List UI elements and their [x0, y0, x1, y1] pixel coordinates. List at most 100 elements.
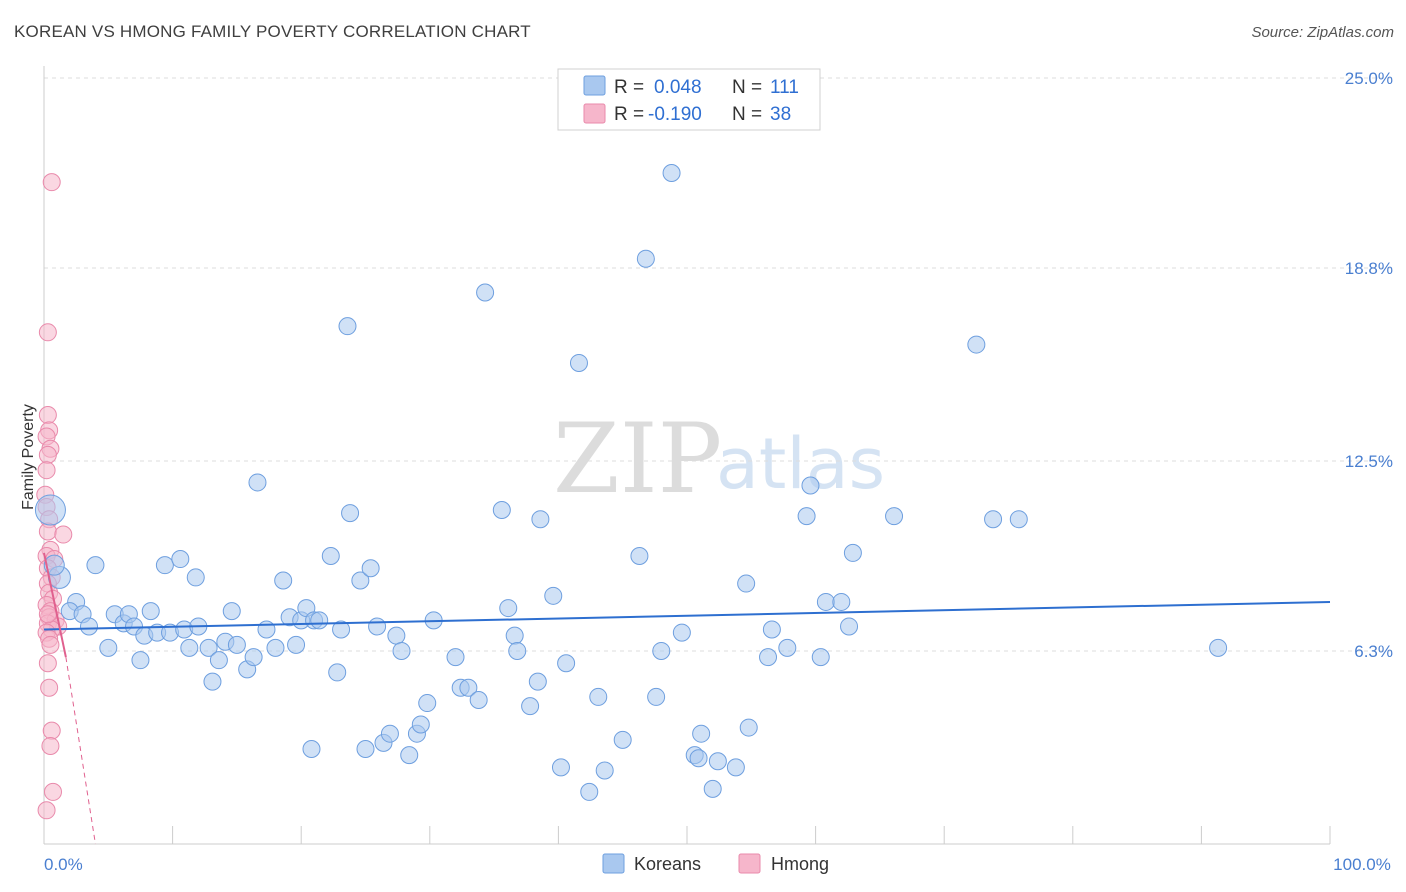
hmong-point	[37, 461, 56, 480]
legend-koreans-swatch	[583, 75, 606, 96]
korean-point	[328, 663, 347, 682]
korean-point	[739, 718, 758, 737]
korean-point	[811, 648, 830, 667]
korean-point	[351, 571, 370, 590]
korean-point	[244, 648, 263, 667]
korean-point	[762, 620, 781, 639]
legend-koreans-n-label: N =	[732, 77, 767, 98]
legend-hmong-r-value: -0.190	[648, 104, 702, 125]
y-tick-label: 12.5%	[1345, 452, 1393, 471]
korean-point	[171, 550, 190, 569]
correlation-legend: R = 0.048 N = 111 R = -0.190 N = 38	[557, 68, 821, 131]
korean-point	[832, 592, 851, 611]
korean-point	[885, 507, 904, 526]
korean-point	[34, 494, 66, 526]
korean-point	[840, 617, 859, 636]
korean-point	[737, 574, 756, 593]
korean-point	[266, 638, 285, 657]
hmong-point	[54, 525, 73, 544]
korean-point	[186, 568, 205, 587]
korean-point	[499, 599, 518, 618]
korean-point	[43, 554, 65, 576]
korean-point	[310, 611, 329, 630]
y-tick-labels: 6.3% 12.5% 18.8% 25.0%	[1345, 69, 1393, 661]
korean-point	[80, 617, 99, 636]
trendlines	[43, 552, 1331, 845]
hmong-point	[41, 736, 60, 755]
hmong-trendline-extension	[65, 657, 96, 845]
korean-point	[341, 504, 360, 523]
korean-point	[531, 510, 550, 529]
watermark: ZIP atlas	[553, 403, 885, 515]
legend-hmong-swatch	[583, 103, 606, 124]
korean-point	[180, 638, 199, 657]
hmong-point	[37, 801, 56, 820]
hmong-point	[42, 173, 61, 192]
korean-point	[321, 546, 340, 565]
korean-point	[613, 730, 632, 749]
korean-point	[199, 638, 218, 657]
hmong-point	[38, 406, 57, 425]
korean-point	[469, 690, 488, 709]
legend-koreans-r-label: R =	[614, 77, 649, 98]
korean-point	[544, 586, 563, 605]
korean-point	[368, 617, 387, 636]
korean-point	[692, 724, 711, 743]
watermark-zip: ZIP	[553, 403, 722, 515]
legend-koreans-r-value: 0.048	[654, 77, 702, 98]
korean-point	[521, 697, 540, 716]
korean-point	[528, 672, 547, 691]
korean-point	[557, 654, 576, 673]
korean-point	[248, 473, 267, 492]
legend-hmong-r-label: R =	[614, 104, 649, 125]
korean-point	[141, 602, 160, 621]
korean-point	[967, 335, 986, 354]
korean-point	[778, 638, 797, 657]
bottom-legend-koreans-swatch	[602, 853, 625, 874]
legend-hmong-n-value: 38	[770, 104, 791, 125]
korean-point	[505, 626, 524, 645]
gridlines	[44, 77, 1394, 652]
korean-point	[400, 746, 419, 765]
korean-point	[569, 353, 588, 372]
x-tick-label: 0.0%	[44, 855, 83, 874]
korean-point	[203, 672, 222, 691]
korean-point	[356, 740, 375, 759]
korean-point	[508, 641, 527, 660]
x-tick-labels: 0.0% 100.0%	[44, 855, 1391, 874]
bottom-legend-koreans-label: Koreans	[634, 854, 701, 874]
korean-point	[816, 592, 835, 611]
hmong-point	[38, 445, 57, 464]
korean-point	[662, 163, 681, 182]
hmong-point	[41, 635, 60, 654]
korean-point	[984, 510, 1003, 529]
bottom-legend-hmong-swatch	[738, 853, 761, 874]
korean-point	[411, 715, 430, 734]
korean-point	[843, 543, 862, 562]
hmong-point	[38, 323, 57, 342]
korean-point	[708, 752, 727, 771]
y-tick-label: 25.0%	[1345, 69, 1393, 88]
korean-point	[689, 749, 708, 768]
legend-hmong-n-label: N =	[732, 104, 767, 125]
hmong-point	[38, 654, 57, 673]
hmong-point	[40, 678, 59, 697]
korean-point	[476, 283, 495, 302]
korean-point	[222, 602, 241, 621]
korean-point	[595, 761, 614, 780]
korean-point	[446, 648, 465, 667]
korean-point	[227, 635, 246, 654]
korean-point	[209, 651, 228, 670]
y-tick-label: 6.3%	[1354, 642, 1393, 661]
korean-point	[155, 556, 174, 575]
korean-point	[1009, 510, 1028, 529]
hmong-point	[38, 522, 57, 541]
korean-point	[551, 758, 570, 777]
korean-point	[418, 694, 437, 713]
korean-point	[86, 556, 105, 575]
x-tick-label: 100.0%	[1333, 855, 1391, 874]
hmong-point	[44, 782, 63, 801]
korean-point	[380, 724, 399, 743]
korean-point	[801, 476, 820, 495]
korean-point	[338, 317, 357, 336]
